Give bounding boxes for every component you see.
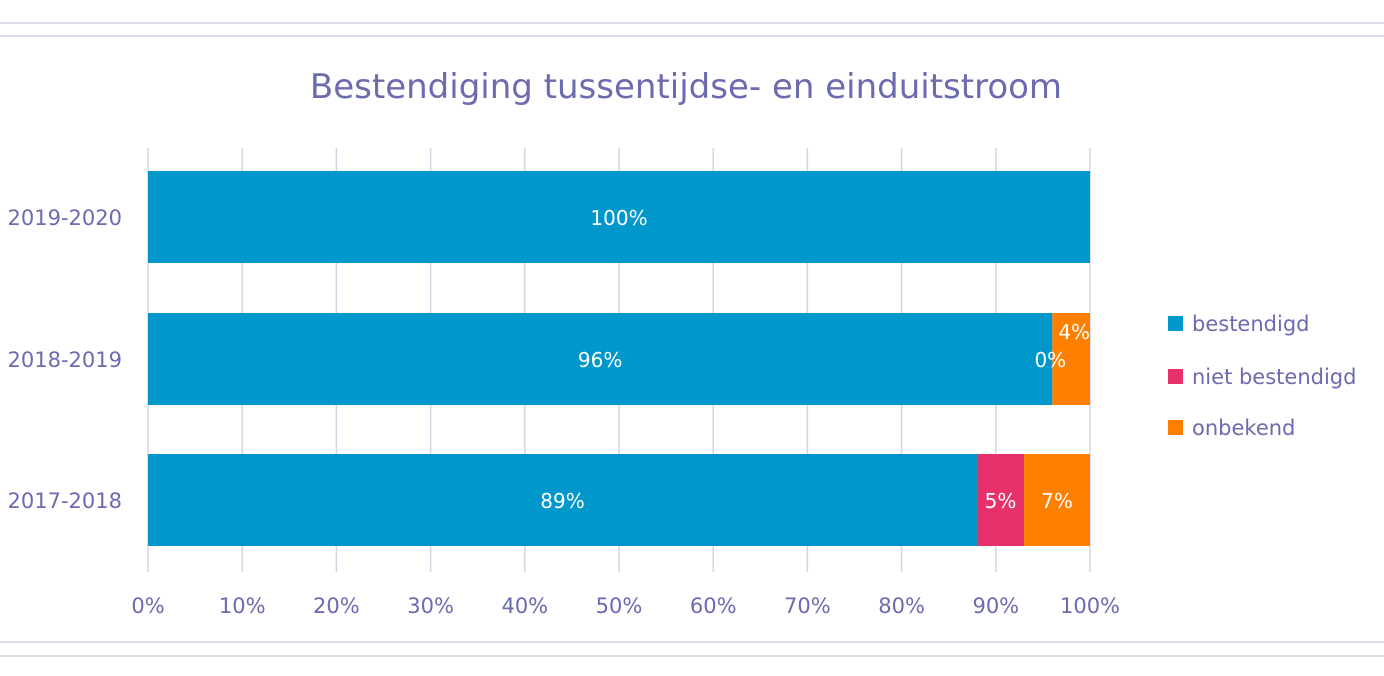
legend-label: bestendigd [1192, 312, 1309, 336]
bar-segment [976, 454, 1025, 546]
chart-top-border [0, 22, 1384, 24]
x-tick-label: 50% [596, 594, 643, 618]
x-tick-label: 60% [690, 594, 737, 618]
legend-label: onbekend [1192, 416, 1295, 440]
legend-swatch [1168, 420, 1183, 435]
legend-swatch [1168, 369, 1183, 384]
chart-area-bottom-border [0, 641, 1384, 643]
bar-segment [148, 171, 1090, 263]
data-label: 100% [590, 206, 647, 230]
bars [148, 171, 1090, 546]
x-tick-label: 90% [972, 594, 1019, 618]
x-tick-label: 0% [131, 594, 164, 618]
x-tick-label: 80% [878, 594, 925, 618]
data-label: 7% [1041, 489, 1073, 513]
data-label: 89% [540, 489, 584, 513]
bar-segment [1052, 313, 1090, 405]
bar-segment [148, 313, 1053, 405]
bar-segment [148, 454, 977, 546]
x-tick-label: 20% [313, 594, 360, 618]
y-category-label: 2018-2019 [8, 348, 122, 372]
legend: bestendigd niet bestendigd onbekend [1168, 312, 1356, 440]
y-category-label: 2019-2020 [8, 206, 122, 230]
data-label: 4% [1058, 320, 1090, 344]
y-category-label: 2017-2018 [8, 489, 122, 513]
data-labels: 100% 96% 0% 4% 89% 5% 7% [540, 206, 1090, 513]
legend-swatch [1168, 316, 1183, 331]
chart-area-top-border [0, 35, 1384, 37]
x-tick-label: 40% [501, 594, 548, 618]
data-label: 96% [578, 348, 622, 372]
x-tick-label: 70% [784, 594, 831, 618]
x-tick-label: 10% [219, 594, 266, 618]
chart-bottom-border [0, 655, 1384, 657]
x-axis-ticks: 0% 10% 20% 30% 40% 50% 60% 70% 80% 90% 100% [131, 594, 1120, 618]
legend-label: niet bestendigd [1192, 365, 1356, 389]
chart-title: Bestendiging tussentijdse- en einduitstr… [310, 67, 1062, 107]
x-tick-label: 30% [407, 594, 454, 618]
data-label: 5% [985, 489, 1017, 513]
x-tick-label: 100% [1060, 594, 1120, 618]
y-axis-categories: 2019-2020 2018-2019 2017-2018 [8, 206, 122, 513]
bar-segment [1024, 454, 1090, 546]
data-label: 0% [1034, 348, 1066, 372]
